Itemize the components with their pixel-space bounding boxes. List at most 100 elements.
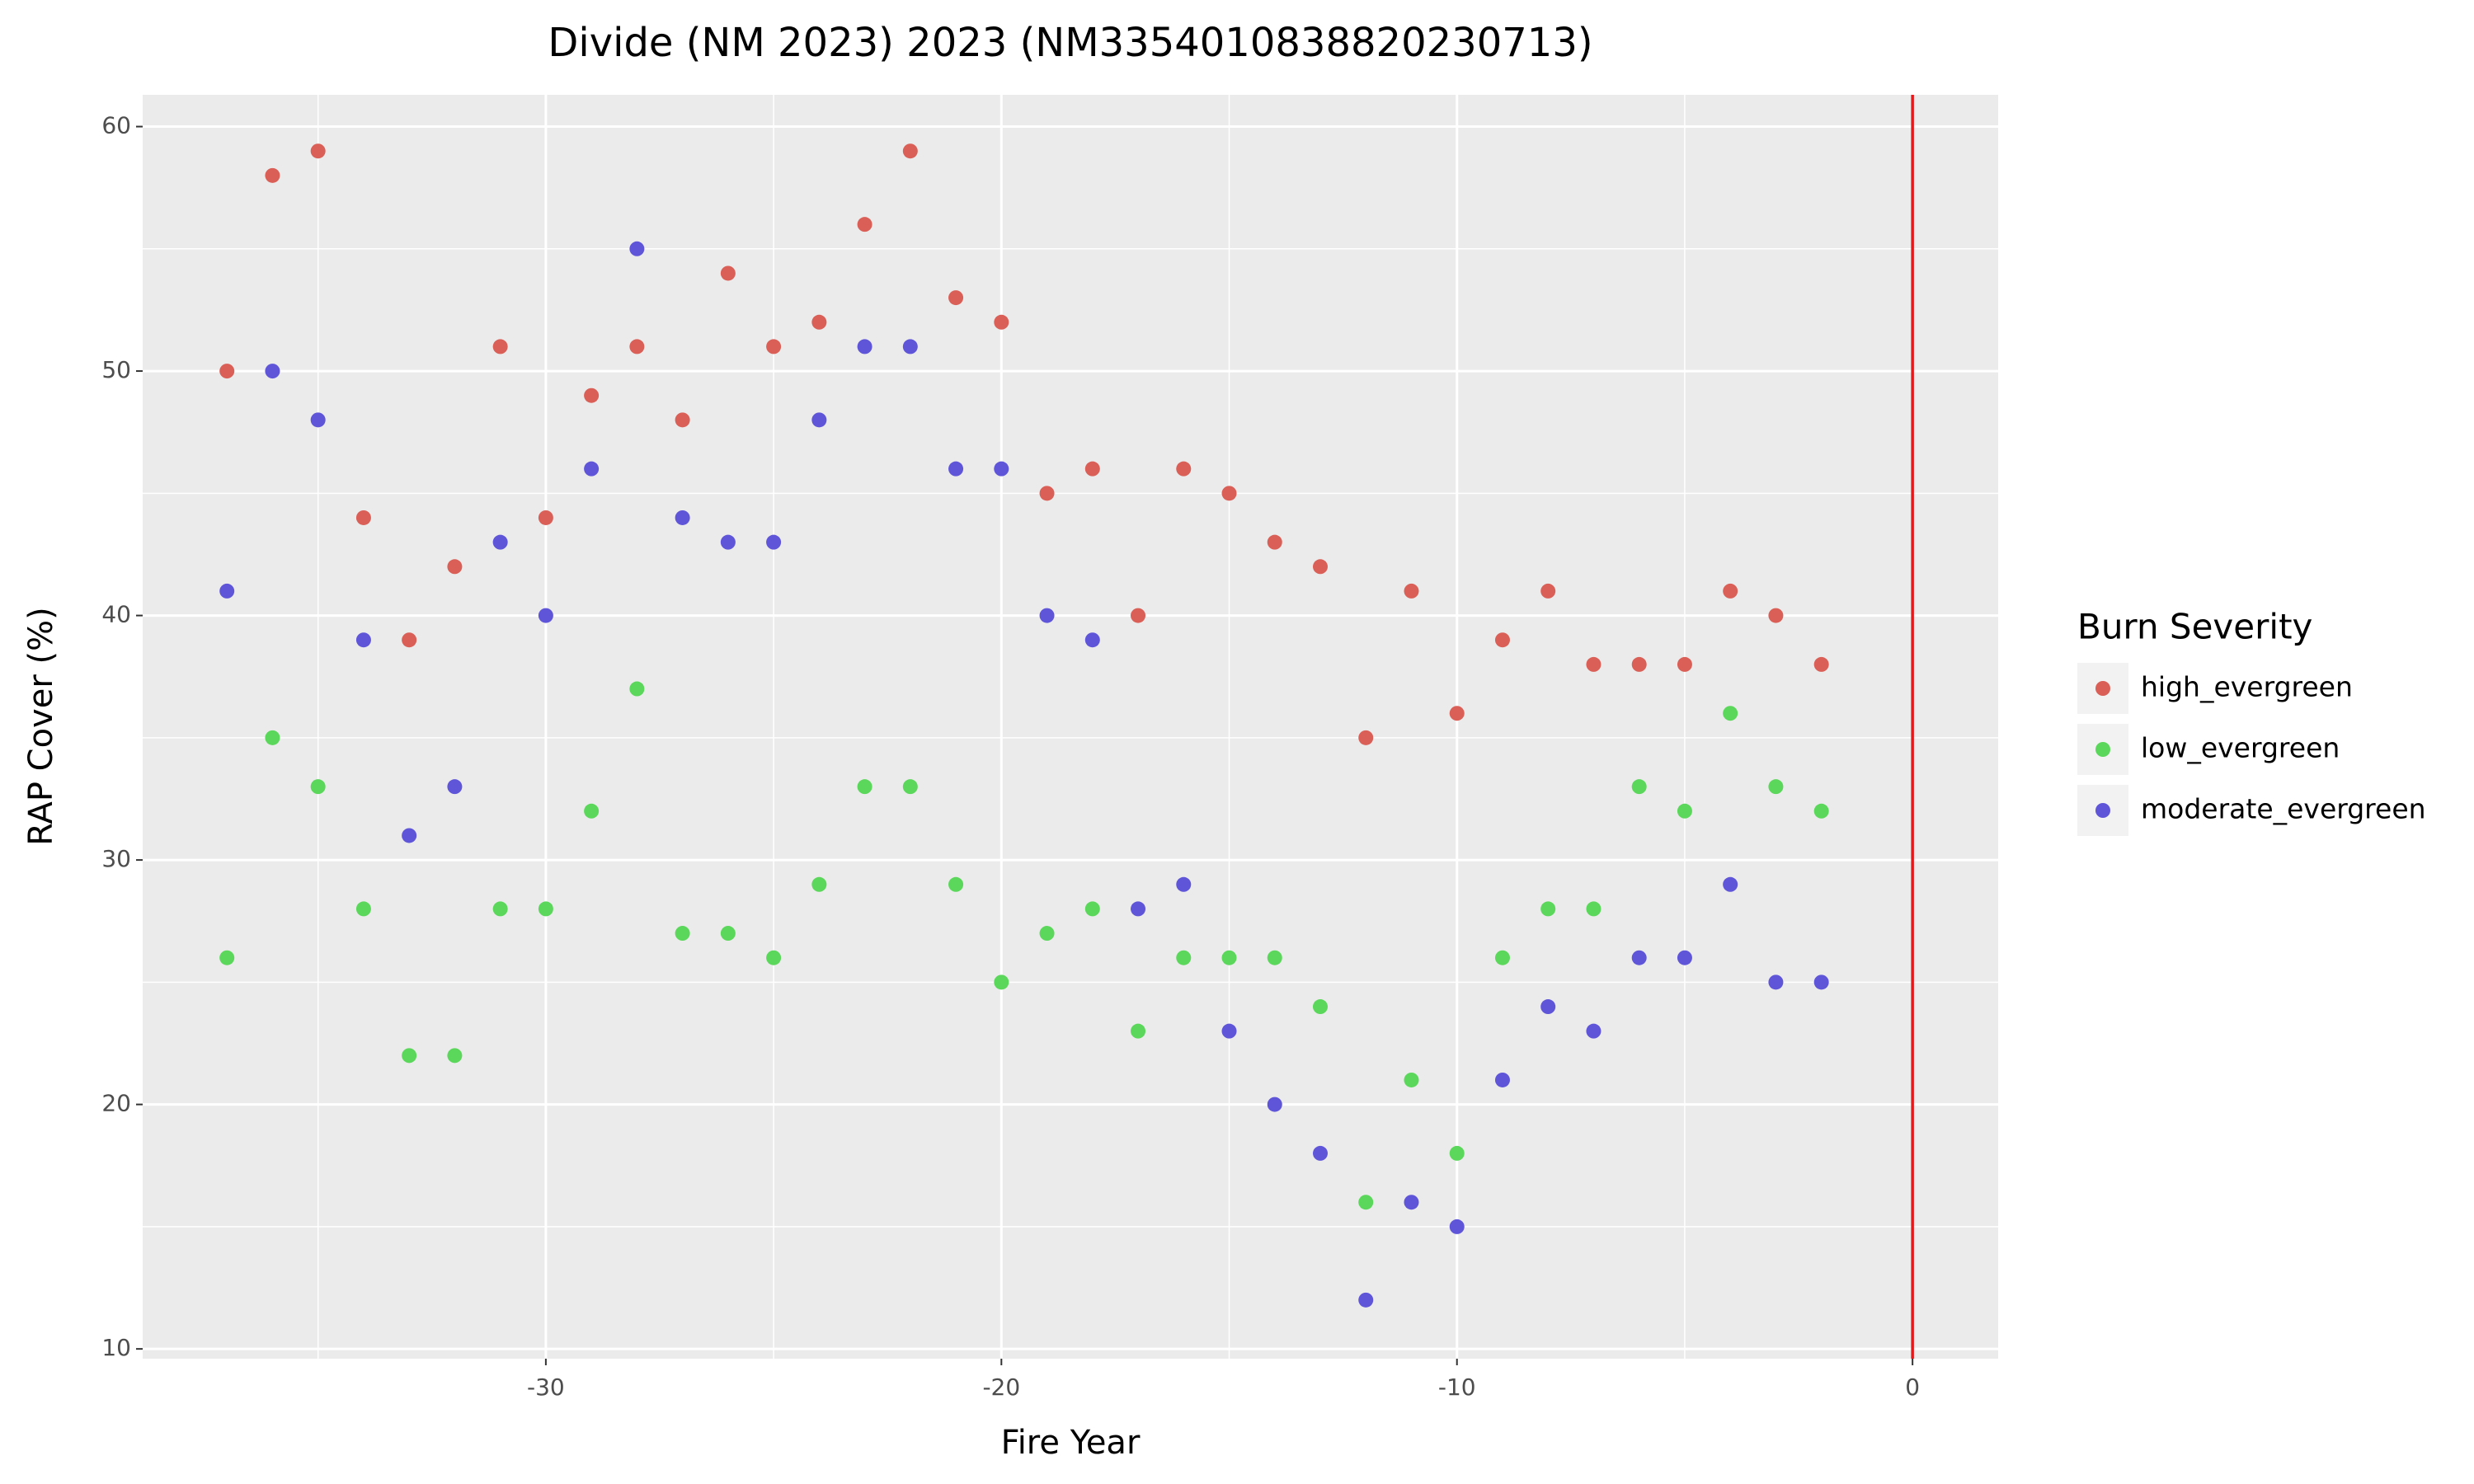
y-tick-label: 40 xyxy=(101,601,131,628)
data-point xyxy=(1084,901,1100,917)
x-tick-label: -30 xyxy=(527,1374,565,1401)
data-point xyxy=(1404,583,1419,599)
data-point xyxy=(1723,706,1738,721)
data-point xyxy=(675,926,690,942)
data-point xyxy=(675,510,690,525)
data-point xyxy=(1586,901,1602,917)
data-point xyxy=(1313,999,1329,1015)
legend-label: moderate_evergreen xyxy=(2141,793,2426,825)
data-point xyxy=(538,510,553,525)
data-point xyxy=(629,241,645,256)
data-point xyxy=(402,632,417,648)
data-point xyxy=(1813,803,1829,819)
data-point xyxy=(1084,632,1100,648)
data-point xyxy=(1449,1145,1465,1161)
data-point xyxy=(1494,1072,1510,1087)
chart-title: Divide (NM 2023) 2023 (NM335401083882023… xyxy=(548,20,1592,66)
data-point xyxy=(1540,583,1556,599)
data-point xyxy=(1449,1219,1465,1234)
data-point xyxy=(629,681,645,697)
data-point xyxy=(1540,901,1556,917)
y-tick-label: 50 xyxy=(101,356,131,383)
data-point xyxy=(310,412,326,428)
data-point xyxy=(1039,486,1055,501)
data-point xyxy=(1221,1023,1237,1039)
data-point xyxy=(1358,1195,1374,1210)
data-point xyxy=(492,339,508,355)
data-point xyxy=(1358,1292,1374,1308)
data-point xyxy=(355,901,371,917)
data-point xyxy=(1813,656,1829,672)
data-point xyxy=(1267,534,1282,550)
data-point xyxy=(1449,706,1465,721)
data-point xyxy=(1768,974,1784,990)
data-point xyxy=(1404,1072,1419,1087)
data-point xyxy=(720,265,736,281)
x-tick-label: -10 xyxy=(1438,1374,1476,1401)
data-point xyxy=(265,730,280,745)
data-point xyxy=(584,387,600,403)
legend-label: low_evergreen xyxy=(2141,732,2340,764)
data-point xyxy=(402,1048,417,1064)
data-point xyxy=(811,314,827,330)
data-point xyxy=(492,534,508,550)
data-point xyxy=(538,901,553,917)
plot-area xyxy=(143,95,1998,1359)
data-point xyxy=(584,803,600,819)
data-point xyxy=(1677,803,1692,819)
data-point xyxy=(1723,876,1738,892)
data-point xyxy=(766,339,782,355)
data-point xyxy=(948,876,964,892)
data-point xyxy=(1131,901,1146,917)
data-point xyxy=(492,901,508,917)
data-point xyxy=(811,876,827,892)
data-point xyxy=(720,926,736,942)
data-point xyxy=(1176,876,1192,892)
data-point xyxy=(310,143,326,159)
data-point xyxy=(1494,632,1510,648)
data-point xyxy=(310,779,326,795)
legend-marker xyxy=(2095,803,2110,818)
data-point xyxy=(219,583,235,599)
data-point xyxy=(994,974,1009,990)
data-point xyxy=(1221,486,1237,501)
legend-title: Burn Severity xyxy=(2077,607,2312,647)
y-tick-label: 10 xyxy=(101,1334,131,1361)
legend-label: high_evergreen xyxy=(2141,671,2353,703)
data-point xyxy=(1358,730,1374,745)
x-tick-label: -20 xyxy=(982,1374,1020,1401)
panel-background xyxy=(143,95,1998,1359)
data-point xyxy=(1039,926,1055,942)
data-point xyxy=(948,461,964,477)
data-point xyxy=(1267,1097,1282,1112)
data-point xyxy=(857,217,872,232)
data-point xyxy=(1176,461,1192,477)
data-point xyxy=(402,828,417,843)
data-point xyxy=(1084,461,1100,477)
data-point xyxy=(1631,656,1647,672)
data-point xyxy=(447,779,463,795)
y-axis-title: RAP Cover (%) xyxy=(22,607,60,845)
data-point xyxy=(584,461,600,477)
data-point xyxy=(1313,559,1329,575)
data-point xyxy=(1267,950,1282,965)
data-point xyxy=(1677,950,1692,965)
data-point xyxy=(1494,950,1510,965)
data-point xyxy=(1131,1023,1146,1039)
data-point xyxy=(766,534,782,550)
legend-marker xyxy=(2095,742,2110,757)
data-point xyxy=(1813,974,1829,990)
x-axis-title: Fire Year xyxy=(1001,1424,1141,1462)
data-point xyxy=(355,632,371,648)
data-point xyxy=(265,364,280,379)
data-point xyxy=(1586,656,1602,672)
data-point xyxy=(1631,779,1647,795)
data-point xyxy=(538,608,553,623)
data-point xyxy=(720,534,736,550)
data-point xyxy=(1176,950,1192,965)
data-point xyxy=(1221,950,1237,965)
data-point xyxy=(265,167,280,183)
data-point xyxy=(1631,950,1647,965)
data-point xyxy=(355,510,371,525)
